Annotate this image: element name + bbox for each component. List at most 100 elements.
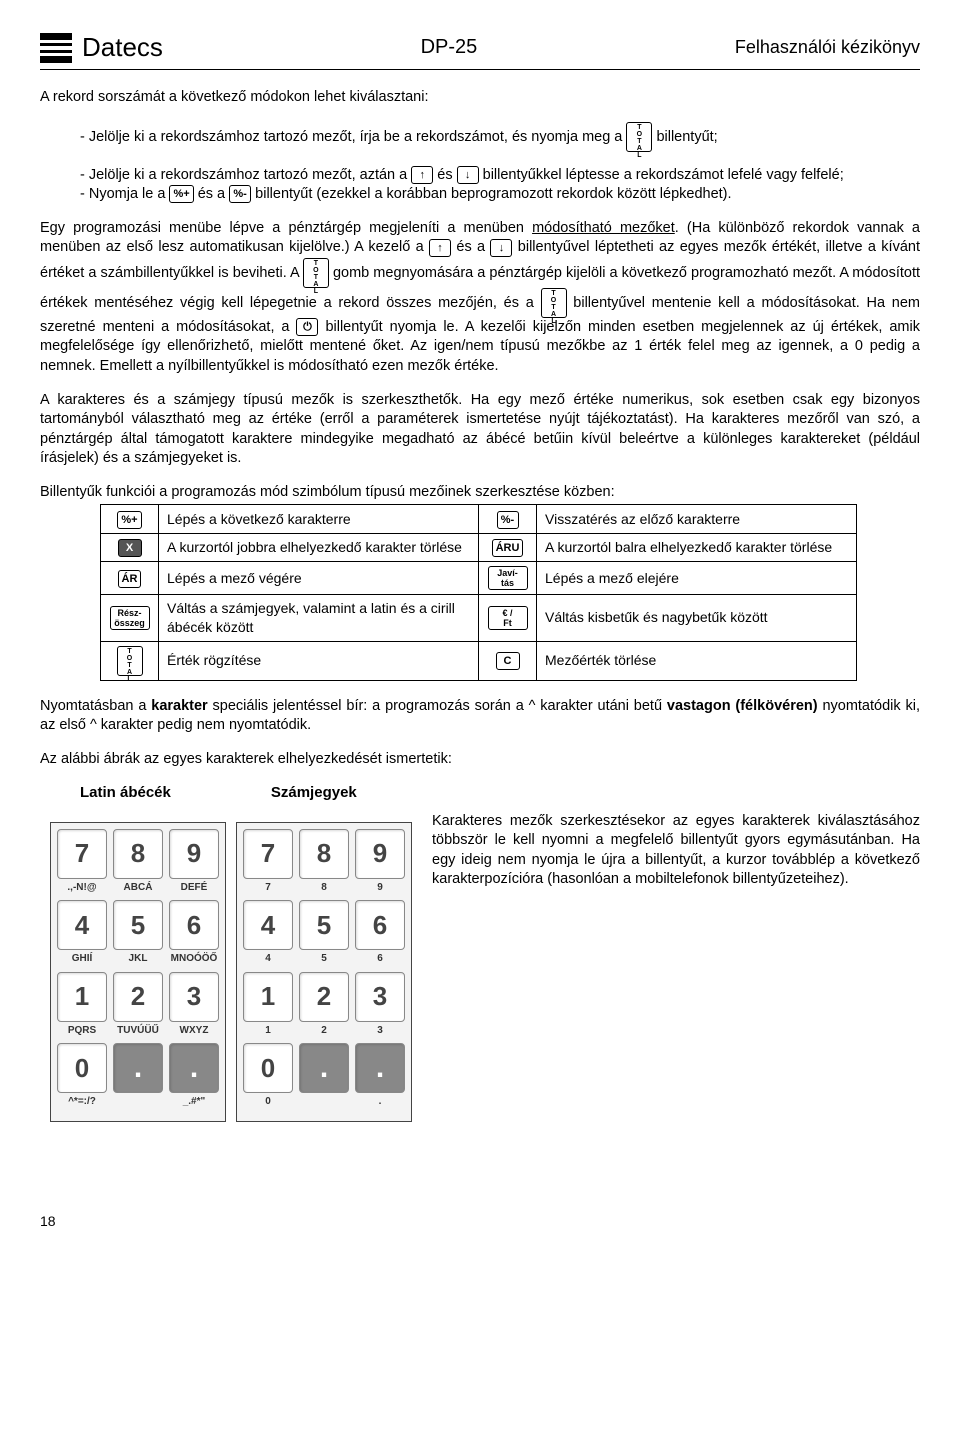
- arrow-down-key-icon-2: ↓: [490, 239, 512, 257]
- arrow-down-key-icon: ↓: [457, 166, 479, 184]
- keypad-key: 5: [113, 900, 163, 950]
- cell-desc: A kurzortól balra elhelyezkedő karakter …: [537, 533, 857, 561]
- keypad-sublabel: 5: [299, 952, 349, 966]
- keypad-key: 6: [169, 900, 219, 950]
- p2-c: és a: [456, 239, 490, 255]
- table-row: TOTAL Érték rögzítése C Mezőérték törlés…: [101, 641, 857, 680]
- keypad-key: 2: [299, 972, 349, 1022]
- cell-desc: Váltás kisbetűk és nagybetűk között: [537, 595, 857, 642]
- arrow-up-key-icon: ↑: [411, 166, 433, 184]
- page-header: Datecs DP-25 Felhasználói kézikönyv: [40, 30, 920, 70]
- cell-desc: A kurzortól jobbra elhelyezkedő karakter…: [159, 533, 479, 561]
- bullet-2: - Jelölje ki a rekordszámhoz tartozó mez…: [80, 166, 920, 205]
- brand-logo: [40, 33, 72, 63]
- keypad-key: 0: [243, 1043, 293, 1093]
- keypad-key: 9: [355, 829, 405, 879]
- keypad-sublabel: JKL: [113, 952, 163, 966]
- manual-title: Felhasználói kézikönyv: [735, 35, 920, 59]
- keypad-sublabel: [299, 1095, 349, 1109]
- table-row: X A kurzortól jobbra elhelyezkedő karakt…: [101, 533, 857, 561]
- keypad-sublabel: [113, 1095, 163, 1109]
- keypad-key: .: [169, 1043, 219, 1093]
- keypad-key: 4: [243, 900, 293, 950]
- keypad-key: 1: [57, 972, 107, 1022]
- bullet-2-b: és: [437, 167, 456, 183]
- paragraph-3: A karakteres és a számjegy típusú mezők …: [40, 391, 920, 469]
- keypad-sublabel: WXYZ: [169, 1024, 219, 1038]
- keypad-wrapper: 789.,-N!@ABCÁDEFÉ456GHIÍJKLMNOÓÖŐ123PQRS…: [50, 822, 412, 1122]
- p2-u: módosítható mezőket: [532, 220, 675, 236]
- paragraph-7: Karakteres mezők szerkesztésekor az egye…: [432, 812, 920, 890]
- bullet-3-a: - Nyomja le a: [80, 186, 169, 202]
- p5-c: speciális jelentéssel bír: a programozás…: [208, 698, 667, 714]
- table-row: ÁR Lépés a mező végére Javí-tás Lépés a …: [101, 562, 857, 595]
- paragraph-5: Nyomtatásban a karakter speciális jelent…: [40, 697, 920, 736]
- bullet-3-c: billentyűt (ezekkel a korábban beprogram…: [255, 186, 731, 202]
- total-key-icon-2: TOTAL: [303, 258, 329, 288]
- p2-a: Egy programozási menübe lépve a pénztárg…: [40, 220, 532, 236]
- keypad-key: 9: [169, 829, 219, 879]
- keypad-key: 8: [113, 829, 163, 879]
- bullet-1-b: billentyűt;: [656, 128, 717, 144]
- keypad-sublabel: 7: [243, 881, 293, 895]
- keypad-key: 1: [243, 972, 293, 1022]
- keypad-headers: Latin ábécék Számjegyek: [80, 783, 920, 803]
- key-reszosszeg: Rész-összeg: [110, 606, 150, 630]
- paragraph-6: Az alábbi ábrák az egyes karakterek elhe…: [40, 750, 920, 770]
- paragraph-2: Egy programozási menübe lépve a pénztárg…: [40, 219, 920, 377]
- keypad-sublabel: MNOÓÖŐ: [169, 952, 219, 966]
- key-eur-ft: € /Ft: [488, 606, 528, 630]
- keypad-latin: 789.,-N!@ABCÁDEFÉ456GHIÍJKLMNOÓÖŐ123PQRS…: [50, 822, 226, 1122]
- keypad-sublabel: 1: [243, 1024, 293, 1038]
- bullet-2-a: - Jelölje ki a rekordszámhoz tartozó mez…: [80, 167, 411, 183]
- keypad-key: 4: [57, 900, 107, 950]
- keypad-sublabel: 2: [299, 1024, 349, 1038]
- keypad-sublabel: DEFÉ: [169, 881, 219, 895]
- latin-header: Latin ábécék: [80, 783, 171, 803]
- brand-name: Datecs: [82, 30, 163, 65]
- bullet-1: - Jelölje ki a rekordszámhoz tartozó mez…: [80, 122, 920, 152]
- p5-d: vastagon (félkövéren): [667, 698, 818, 714]
- cell-desc: Visszatérés az előző karakterre: [537, 505, 857, 533]
- keypad-key: .: [355, 1043, 405, 1093]
- key-javitas: Javí-tás: [488, 566, 528, 590]
- key-total: TOTAL: [117, 646, 143, 676]
- total-key-icon-3: TOTAL: [541, 288, 567, 318]
- key-aru: ÁRU: [492, 539, 524, 557]
- table-row: %+ Lépés a következő karakterre %- Vissz…: [101, 505, 857, 533]
- cell-desc: Mezőérték törlése: [537, 641, 857, 680]
- keypad-and-text-row: 789.,-N!@ABCÁDEFÉ456GHIÍJKLMNOÓÖŐ123PQRS…: [40, 812, 920, 1162]
- keypad-key: 8: [299, 829, 349, 879]
- model-name: DP-25: [163, 34, 735, 61]
- keypad-key: 3: [355, 972, 405, 1022]
- keypad-key: 3: [169, 972, 219, 1022]
- keypad-sublabel: 6: [355, 952, 405, 966]
- bullet-3-b: és a: [198, 186, 229, 202]
- table-row: Rész-összeg Váltás a számjegyek, valamin…: [101, 595, 857, 642]
- key-x: X: [118, 539, 142, 557]
- keypad-sublabel: 3: [355, 1024, 405, 1038]
- keypad-sublabel: ^*=:/?: [57, 1095, 107, 1109]
- key-c: C: [496, 652, 520, 670]
- key-ar: ÁR: [118, 570, 142, 588]
- total-key-icon: TOTAL: [626, 122, 652, 152]
- keypad-sublabel: 8: [299, 881, 349, 895]
- cell-desc: Lépés a mező végére: [159, 562, 479, 595]
- cell-desc: Váltás a számjegyek, valamint a latin és…: [159, 595, 479, 642]
- keypad-sublabel: GHIÍ: [57, 952, 107, 966]
- keypad-digits: 7897894564561231230..0.: [236, 822, 412, 1122]
- keypad-sublabel: PQRS: [57, 1024, 107, 1038]
- keypad-key: 5: [299, 900, 349, 950]
- keypad-key: 7: [57, 829, 107, 879]
- keypad-sublabel: ABCÁ: [113, 881, 163, 895]
- power-key-icon: ⏻: [296, 318, 318, 336]
- paragraph-4: Billentyűk funkciói a programozás mód sz…: [40, 483, 920, 503]
- keypad-sublabel: .,-N!@: [57, 881, 107, 895]
- keypad-sublabel: _.#*": [169, 1095, 219, 1109]
- pctplus-key-icon: %+: [169, 185, 193, 203]
- keypad-key: .: [113, 1043, 163, 1093]
- cell-desc: Érték rögzítése: [159, 641, 479, 680]
- bullet-2-c: billentyűkkel léptesse a rekordszámot le…: [483, 167, 844, 183]
- keypad-key: 0: [57, 1043, 107, 1093]
- keypad-sublabel: TUVÚÜŰ: [113, 1024, 163, 1038]
